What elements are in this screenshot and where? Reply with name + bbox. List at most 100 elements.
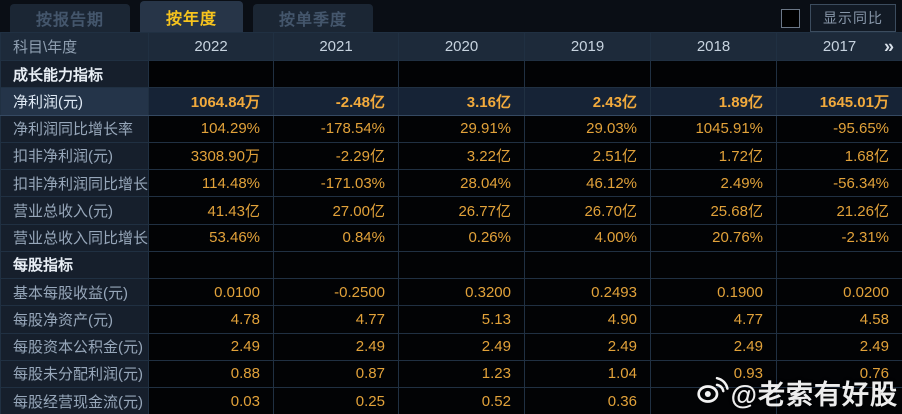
- row-value: 1.68亿: [776, 141, 902, 171]
- row-value: 3.22亿: [398, 141, 525, 171]
- more-years-chevron-icon[interactable]: »: [883, 36, 894, 57]
- row-value: [524, 250, 651, 280]
- table-row[interactable]: 每股资本公积金(元) 2.49 2.49 2.49 2.49 2.49 2.49: [0, 332, 902, 361]
- row-value: 0.25: [273, 386, 399, 414]
- row-value: 1.04: [524, 359, 651, 389]
- row-label[interactable]: 每股净资产(元): [0, 305, 149, 334]
- year-column-header: 2022: [148, 32, 274, 61]
- row-value: [776, 386, 902, 414]
- row-label[interactable]: 每股资本公积金(元): [0, 332, 149, 361]
- row-value: 29.91%: [398, 114, 525, 143]
- row-label[interactable]: 每股未分配利润(元): [0, 359, 149, 389]
- row-value: 53.46%: [148, 223, 274, 252]
- financial-indicators-table: 科目\年度 2022 2021 2020 2019 2018 2017» 成长能力指标 净利…: [0, 32, 902, 414]
- row-value: 0.88: [148, 359, 274, 389]
- row-value: 2.49: [650, 332, 777, 361]
- row-value: 5.13: [398, 305, 525, 334]
- row-value: 2.49: [273, 332, 399, 361]
- row-value: [273, 59, 399, 89]
- row-value: 2.51亿: [524, 141, 651, 171]
- row-value: 4.78: [148, 305, 274, 334]
- row-label[interactable]: 扣非净利润同比增长率: [0, 168, 149, 198]
- period-tabbar: 按报告期 按年度 按单季度 显示同比: [0, 0, 902, 32]
- row-value: [148, 250, 274, 280]
- table-row[interactable]: 基本每股收益(元) 0.0100 -0.2500 0.3200 0.2493 0.1900…: [0, 277, 902, 307]
- row-value: 46.12%: [524, 168, 651, 198]
- table-row[interactable]: 每股指标: [0, 250, 902, 280]
- row-value: -95.65%: [776, 114, 902, 143]
- row-value: 28.04%: [398, 168, 525, 198]
- row-value: 4.00%: [524, 223, 651, 252]
- row-value: 3.16亿: [398, 87, 525, 116]
- row-value: [273, 250, 399, 280]
- row-label[interactable]: 净利润同比增长率: [0, 114, 149, 143]
- row-value: 27.00亿: [273, 196, 399, 225]
- table-row[interactable]: 营业总收入(元) 41.43亿 27.00亿 26.77亿 26.70亿 25.68亿 21…: [0, 196, 902, 225]
- row-value: 0.26%: [398, 223, 525, 252]
- row-value: 21.26亿: [776, 196, 902, 225]
- row-value: 1.89亿: [650, 87, 777, 116]
- row-label[interactable]: 营业总收入同比增长率: [0, 223, 149, 252]
- table-row[interactable]: 营业总收入同比增长率 53.46% 0.84% 0.26% 4.00% 20.76% -2.…: [0, 223, 902, 252]
- show-yoy-label[interactable]: 显示同比: [810, 4, 896, 32]
- table-row[interactable]: 净利润(元) 1064.84万 -2.48亿 3.16亿 2.43亿 1.89亿 1645.…: [0, 87, 902, 116]
- table-row[interactable]: 扣非净利润同比增长率 114.48% -171.03% 28.04% 46.12% 2.4…: [0, 168, 902, 198]
- tab-single-quarter[interactable]: 按单季度: [253, 4, 374, 32]
- tab-report-period[interactable]: 按报告期: [10, 4, 131, 32]
- row-value: 114.48%: [148, 168, 274, 198]
- row-value: 1.23: [398, 359, 525, 389]
- row-value: 26.70亿: [524, 196, 651, 225]
- row-value: 1064.84万: [148, 87, 274, 116]
- row-value: 0.0200: [776, 277, 902, 307]
- table-row[interactable]: 扣非净利润(元) 3308.90万 -2.29亿 3.22亿 2.51亿 1.72亿 1.6…: [0, 141, 902, 171]
- table-row[interactable]: 每股净资产(元) 4.78 4.77 5.13 4.90 4.77 4.58: [0, 305, 902, 334]
- row-value: 1045.91%: [650, 114, 777, 143]
- row-value: 0.36: [524, 386, 651, 414]
- row-value: 41.43亿: [148, 196, 274, 225]
- row-value: [398, 59, 525, 89]
- year-column-header: 2017»: [776, 32, 902, 61]
- table-row[interactable]: 成长能力指标: [0, 59, 902, 89]
- row-label[interactable]: 扣非净利润(元): [0, 141, 149, 171]
- row-value: -2.29亿: [273, 141, 399, 171]
- show-yoy-checkbox[interactable]: [781, 8, 800, 28]
- row-value: [524, 59, 651, 89]
- row-value: 2.49: [148, 332, 274, 361]
- row-label[interactable]: 营业总收入(元): [0, 196, 149, 225]
- row-value: 25.68亿: [650, 196, 777, 225]
- row-value: 0.2493: [524, 277, 651, 307]
- row-value: 2.49%: [650, 168, 777, 198]
- table-row[interactable]: 每股经营现金流(元) 0.03 0.25 0.52 0.36: [0, 386, 902, 414]
- row-label[interactable]: 基本每股收益(元): [0, 277, 149, 307]
- row-value: -171.03%: [273, 168, 399, 198]
- tab-annual[interactable]: 按年度: [140, 1, 244, 32]
- year-column-header: 2021: [273, 32, 399, 61]
- row-label[interactable]: 每股指标: [0, 250, 149, 280]
- row-value: [148, 59, 274, 89]
- row-value: 2.49: [524, 332, 651, 361]
- row-value: 2.49: [398, 332, 525, 361]
- row-value: 0.03: [148, 386, 274, 414]
- row-value: 20.76%: [650, 223, 777, 252]
- row-value: -178.54%: [273, 114, 399, 143]
- table-row[interactable]: 每股未分配利润(元) 0.88 0.87 1.23 1.04 0.93 0.76: [0, 359, 902, 389]
- row-value: 104.29%: [148, 114, 274, 143]
- row-label[interactable]: 成长能力指标: [0, 59, 149, 89]
- row-value: 0.3200: [398, 277, 525, 307]
- row-value: 4.58: [776, 305, 902, 334]
- table-row[interactable]: 净利润同比增长率 104.29% -178.54% 29.91% 29.03% 1045.…: [0, 114, 902, 143]
- row-value: [776, 59, 902, 89]
- row-value: 0.84%: [273, 223, 399, 252]
- row-value: 26.77亿: [398, 196, 525, 225]
- row-label[interactable]: 净利润(元): [0, 87, 149, 116]
- row-value: 0.93: [650, 359, 777, 389]
- row-value: [776, 250, 902, 280]
- row-value: [650, 386, 777, 414]
- row-value: -56.34%: [776, 168, 902, 198]
- row-label[interactable]: 每股经营现金流(元): [0, 386, 149, 414]
- row-value: 0.0100: [148, 277, 274, 307]
- row-value: [650, 59, 777, 89]
- row-value: 2.43亿: [524, 87, 651, 116]
- row-value: 0.76: [776, 359, 902, 389]
